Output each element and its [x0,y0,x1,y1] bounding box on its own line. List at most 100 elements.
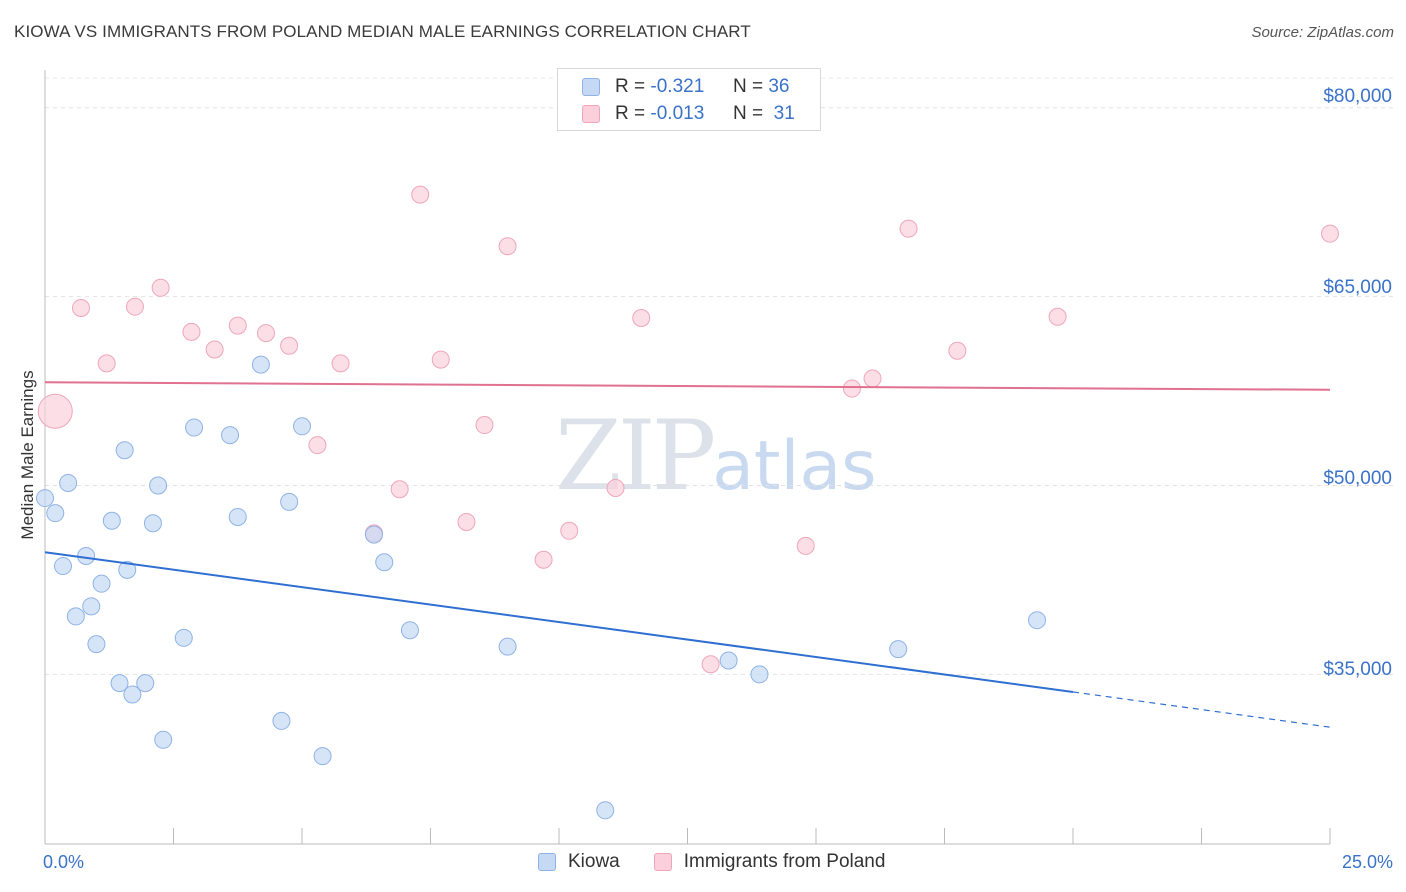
poland-point [280,336,299,355]
poland-point [151,278,170,297]
poland-point [97,354,116,373]
poland-point [534,550,553,569]
kiowa-point [102,511,121,530]
y-tick-label-35000: $35,000 [1323,659,1392,680]
kiowa-point [375,553,394,572]
kiowa-point [293,417,311,436]
n-label: N = [732,103,764,124]
series-legend: Kiowa Immigrants from Poland [538,851,919,873]
poland-point [71,298,90,317]
kiowa-point [123,685,142,704]
kiowa-point [750,665,769,684]
kiowa-point [596,801,615,820]
poland-point [228,316,247,335]
poland-point [899,219,918,238]
poland-point [390,480,409,499]
kiowa-point [313,747,332,766]
kiowa-point [59,473,78,492]
kiowa-point [154,730,173,749]
stats-row-poland: R = -0.013 N = 31 [582,101,795,127]
poland-point [411,185,430,204]
watermark-zip: ZIP [555,400,716,512]
poland-point [632,309,651,328]
kiowa-point [87,635,106,654]
kiowa-point [36,489,54,508]
poland-point [182,322,201,341]
poland-legend-swatch [653,853,672,871]
y-tick-label-80000: $80,000 [1323,86,1392,107]
watermark-atlas: atlas [712,427,877,506]
kiowa-point [66,607,85,626]
poland-point [457,512,476,531]
kiowa-point [118,560,137,579]
legend-label-poland: Immigrants from Poland [683,851,886,872]
kiowa-point [272,711,291,730]
kiowa-point [143,514,162,533]
r-label: R = [615,103,646,124]
poland-point [560,521,579,540]
poland-point [701,655,720,674]
poland-point [308,436,327,455]
poland-point [257,324,276,343]
kiowa-point [1028,611,1047,630]
kiowa-point [228,507,247,526]
y-tick-label-50000: $50,000 [1323,468,1392,489]
poland-point [475,416,494,435]
kiowa-trend-line [44,551,1074,693]
kiowa-point [719,651,738,670]
x-axis-max-label: 25.0% [1341,852,1393,872]
kiowa-point [280,492,299,511]
kiowa-point [149,476,168,495]
legend-item-kiowa[interactable]: Kiowa [538,851,620,873]
poland-point [606,478,625,497]
legend-item-poland[interactable]: Immigrants from Poland [653,851,886,873]
kiowa-point [46,504,65,523]
kiowa-legend-swatch [538,853,556,871]
stats-legend: R = -0.321 N = 36 R = -0.013 N = 31 [557,68,821,131]
poland-trend-line [44,381,1331,391]
poland-point [331,354,350,373]
n-label: N = [732,76,764,97]
kiowa-point [221,426,240,445]
poland-point [1321,224,1339,243]
n-value: 36 [768,76,790,97]
watermark: ZIPatlas [555,400,877,512]
kiowa-trend-extension [1072,691,1331,728]
kiowa-point [889,640,908,659]
poland-swatch [582,105,600,123]
poland-point [842,379,861,398]
y-axis-title: Median Male Earnings [18,370,37,540]
kiowa-point [115,441,134,460]
poland-point [205,340,224,359]
stats-row-kiowa: R = -0.321 N = 36 [582,74,789,100]
poland-point [863,369,882,388]
r-value: -0.013 [650,103,705,124]
chart-title: KIOWA VS IMMIGRANTS FROM POLAND MEDIAN M… [14,22,751,41]
kiowa-point [53,557,72,576]
kiowa-point [136,674,155,693]
n-value: 31 [773,103,795,124]
kiowa-point [174,628,193,647]
source-label: Source: ZipAtlas.com [1251,24,1394,41]
poland-point [37,393,73,429]
kiowa-point [400,621,419,640]
poland-point [125,297,144,316]
r-value: -0.321 [650,76,705,97]
poland-point [796,536,815,555]
kiowa-point [498,637,517,656]
x-axis-min-label: 0.0% [43,852,85,872]
kiowa-point [110,674,129,693]
kiowa-point [92,574,111,593]
kiowa-point [185,418,204,437]
y-tick-label-65000: $65,000 [1323,277,1392,298]
kiowa-point [364,525,383,544]
legend-label-kiowa: Kiowa [568,851,620,872]
poland-point [431,350,450,369]
kiowa-point [82,597,101,616]
poland-point [498,237,517,256]
poland-point [948,341,967,360]
r-label: R = [615,76,646,97]
kiowa-point [251,355,270,374]
poland-point [1048,307,1067,326]
